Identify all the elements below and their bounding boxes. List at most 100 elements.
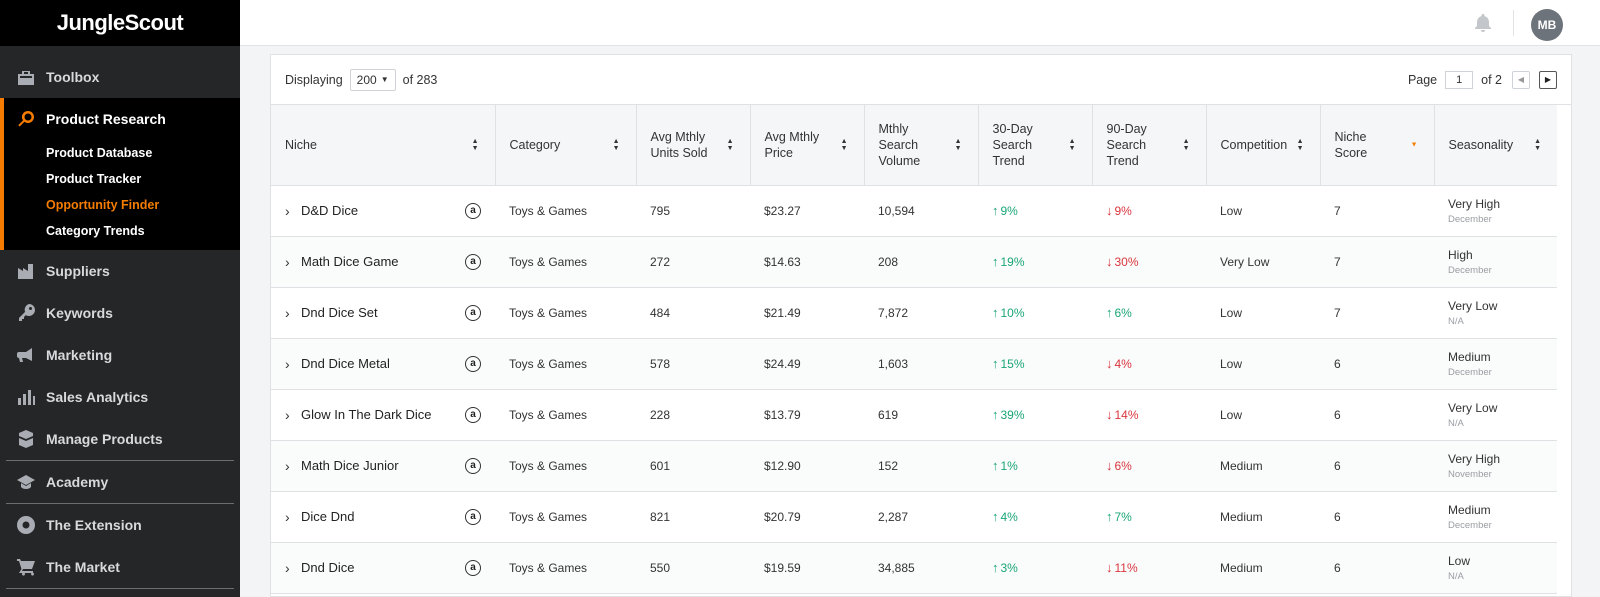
sidebar-item-label: Sales Analytics (46, 389, 149, 405)
category-cell: Toys & Games (495, 542, 636, 594)
column-header-search-volume[interactable]: Mthly Search Volume ▲ ▼ (864, 105, 979, 186)
amazon-icon[interactable]: a (465, 304, 481, 321)
sidebar-item-sales-analytics[interactable]: Sales Analytics (0, 376, 240, 418)
trend-value: 6% (1114, 459, 1132, 473)
sort-icon: ▲ ▼ (471, 137, 479, 152)
trend-up-icon: ↑ (992, 407, 999, 422)
logo[interactable]: JungleScout (0, 0, 240, 46)
column-header-90-day-trend[interactable]: 90-Day Search Trend ▲ ▼ (1092, 105, 1207, 186)
seasonality-level: Very Low (1448, 400, 1498, 415)
niche-name[interactable]: Dnd Dice Set (301, 305, 378, 320)
sidebar-subitem-opportunity-finder[interactable]: Opportunity Finder (46, 198, 160, 212)
niche-score-cell: 7 (1320, 185, 1434, 237)
avatar[interactable]: MB (1531, 9, 1563, 41)
sidebar-item-keywords[interactable]: Keywords (0, 292, 240, 334)
chevron-right-icon[interactable]: › (285, 202, 290, 219)
column-header-30-day-trend[interactable]: 30-Day Search Trend ▲ ▼ (978, 105, 1093, 186)
niche-name[interactable]: Dnd Dice Metal (301, 356, 390, 371)
per-page-select[interactable]: 200 ▼ (349, 68, 396, 91)
sidebar-subitem-category-trends[interactable]: Category Trends (46, 224, 145, 238)
graduation-cap-icon (16, 472, 36, 492)
niche-cell[interactable]: › Math Dice Junior a (271, 440, 495, 492)
niche-cell[interactable]: › Dice Dnd a (271, 491, 495, 543)
niche-cell[interactable]: › Dnd Dice a (271, 542, 495, 594)
category-cell: Toys & Games (495, 491, 636, 543)
trend-90-cell: ↓ 6% (1092, 440, 1206, 492)
chevron-right-icon[interactable]: › (285, 457, 290, 474)
amazon-icon[interactable]: a (465, 508, 481, 525)
niche-cell[interactable]: › Dnd Dice Set a (271, 287, 495, 339)
trend-value: 6% (1114, 306, 1132, 320)
niche-name[interactable]: Glow In The Dark Dice (301, 407, 432, 422)
column-header-niche-score[interactable]: Niche Score ▼ (1320, 105, 1435, 186)
column-header-label: 90-Day Search Trend (1106, 121, 1147, 168)
table-row[interactable]: › Math Dice Game a Toys & Games 272 $14.63 208… (271, 236, 1557, 288)
units-sold-cell: 578 (636, 338, 750, 390)
seasonality-cell: Very High December (1434, 185, 1557, 237)
competition-cell: Low (1206, 287, 1320, 339)
table-row[interactable]: › Math Dice Junior a Toys & Games 601 $12.90 1… (271, 440, 1557, 492)
trend-value: 10% (1000, 306, 1025, 320)
column-header-price[interactable]: Avg Mthly Price ▲ ▼ (750, 105, 865, 186)
column-header-units-sold[interactable]: Avg Mthly Units Sold ▲ ▼ (636, 105, 751, 186)
chevron-right-icon[interactable]: › (285, 355, 290, 372)
sidebar-item-manage-products[interactable]: Manage Products (0, 418, 240, 460)
chevron-right-icon[interactable]: › (285, 406, 290, 423)
niche-name[interactable]: Math Dice Game (301, 254, 399, 269)
amazon-icon[interactable]: a (465, 202, 481, 219)
niche-name[interactable]: Math Dice Junior (301, 458, 399, 473)
seasonality-peak: November (1448, 468, 1492, 480)
trend-value: 4% (1000, 510, 1018, 524)
niche-cell[interactable]: › Glow In The Dark Dice a (271, 389, 495, 441)
niche-score-cell: 6 (1320, 440, 1434, 492)
column-header-niche[interactable]: Niche ▲ ▼ (271, 105, 496, 186)
seasonality-peak: December (1448, 264, 1492, 276)
sidebar-item-product-research[interactable]: Product Research (4, 98, 240, 140)
niche-cell[interactable]: › D&D Dice a (271, 185, 495, 237)
chevron-right-icon[interactable]: › (285, 508, 290, 525)
sidebar-item-label: Manage Products (46, 431, 163, 447)
bar-chart-icon (16, 387, 36, 407)
amazon-icon[interactable]: a (465, 355, 481, 372)
niche-cell[interactable]: › Math Dice Game a (271, 236, 495, 288)
price-cell: $19.59 (750, 542, 864, 594)
trend-down-icon: ↓ (1106, 203, 1113, 218)
sidebar-item-the-market[interactable]: The Market (0, 546, 240, 588)
trend-value: 11% (1114, 561, 1138, 575)
sidebar-item-toolbox[interactable]: Toolbox (0, 56, 240, 98)
chevron-right-icon[interactable]: › (285, 304, 290, 321)
sidebar-item-suppliers[interactable]: Suppliers (0, 250, 240, 292)
table-row[interactable]: › D&D Dice a Toys & Games 795 $23.27 10,594 ↑ 9%… (271, 185, 1557, 237)
amazon-icon[interactable]: a (465, 559, 481, 576)
sidebar-item-the-extension[interactable]: The Extension (0, 504, 240, 546)
table-row[interactable]: › Glow In The Dark Dice a Toys & Games 228 $1… (271, 389, 1557, 441)
table-row[interactable]: › Dnd Dice Set a Toys & Games 484 $21.49 7,872… (271, 287, 1557, 339)
sidebar-item-academy[interactable]: Academy (0, 461, 240, 503)
column-header-competition[interactable]: Competition ▲ ▼ (1206, 105, 1321, 186)
column-header-seasonality[interactable]: Seasonality ▲ ▼ (1434, 105, 1557, 186)
category-cell: Toys & Games (495, 287, 636, 339)
niche-name[interactable]: Dnd Dice (301, 560, 355, 575)
sidebar-subitem-product-database[interactable]: Product Database (46, 146, 153, 160)
amazon-icon[interactable]: a (465, 406, 481, 423)
trend-down-icon: ↓ (1106, 560, 1113, 575)
sidebar-subitem-product-tracker[interactable]: Product Tracker (46, 172, 142, 186)
seasonality-level: Medium (1448, 502, 1491, 517)
niche-name[interactable]: D&D Dice (301, 203, 359, 218)
amazon-icon[interactable]: a (465, 457, 481, 474)
table-row[interactable]: › Dnd Dice a Toys & Games 550 $19.59 34,885 ↑ 3%… (271, 542, 1557, 594)
amazon-icon[interactable]: a (465, 253, 481, 270)
table-row[interactable]: › Dice Dnd a Toys & Games 821 $20.79 2,287 ↑ 4% ↑… (271, 491, 1557, 543)
prev-page-button[interactable]: ◀ (1512, 70, 1530, 89)
bell-icon[interactable] (1472, 12, 1494, 34)
chevron-right-icon[interactable]: › (285, 253, 290, 270)
competition-cell: Very Low (1206, 236, 1320, 288)
niche-cell[interactable]: › Dnd Dice Metal a (271, 338, 495, 390)
table-row[interactable]: › Dnd Dice Metal a Toys & Games 578 $24.49 1,6… (271, 338, 1557, 390)
sidebar-item-marketing[interactable]: Marketing (0, 334, 240, 376)
page-input[interactable]: 1 (1445, 70, 1474, 89)
next-page-button[interactable]: ▶ (1539, 70, 1557, 89)
chevron-right-icon[interactable]: › (285, 559, 290, 576)
niche-name[interactable]: Dice Dnd (301, 509, 355, 524)
column-header-category[interactable]: Category ▲ ▼ (495, 105, 637, 186)
